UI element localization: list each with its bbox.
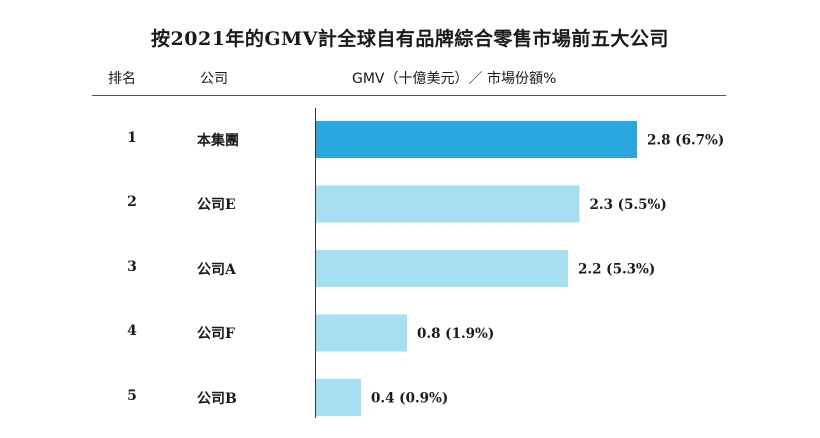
rank-label: 3 bbox=[127, 258, 137, 275]
company-label: 公司F bbox=[197, 326, 235, 342]
bar-value-label: 2.3 (5.5%) bbox=[590, 197, 667, 213]
header-divider bbox=[92, 95, 726, 96]
company-label: 本集團 bbox=[197, 132, 239, 149]
bar bbox=[315, 314, 407, 352]
bar-value-label: 2.8 (6.7%) bbox=[647, 133, 724, 149]
bar-value-label: 0.4 (0.9%) bbox=[371, 391, 448, 407]
bar-value-label: 2.2 (5.3%) bbox=[578, 262, 655, 278]
company-label: 公司B bbox=[197, 390, 237, 407]
bar bbox=[315, 185, 580, 223]
chart-title: 按2021年的GMV計全球自有品牌綜合零售市場前五大公司 bbox=[151, 28, 669, 50]
rank-label: 5 bbox=[127, 387, 137, 404]
y-axis-line bbox=[315, 108, 316, 418]
rank-label: 1 bbox=[127, 129, 137, 146]
bar bbox=[315, 121, 637, 158]
bar bbox=[315, 379, 361, 416]
header-rank: 排名 bbox=[108, 71, 136, 87]
rank-label: 4 bbox=[127, 323, 137, 339]
company-label: 公司A bbox=[197, 261, 236, 278]
company-label: 公司E bbox=[197, 197, 236, 213]
rank-label: 2 bbox=[127, 194, 137, 210]
header-company: 公司 bbox=[200, 71, 228, 87]
header-gmv: GMV（十億美元）／ 市場份額% bbox=[352, 71, 557, 87]
bar-value-label: 0.8 (1.9%) bbox=[417, 326, 494, 342]
bar bbox=[315, 250, 568, 287]
